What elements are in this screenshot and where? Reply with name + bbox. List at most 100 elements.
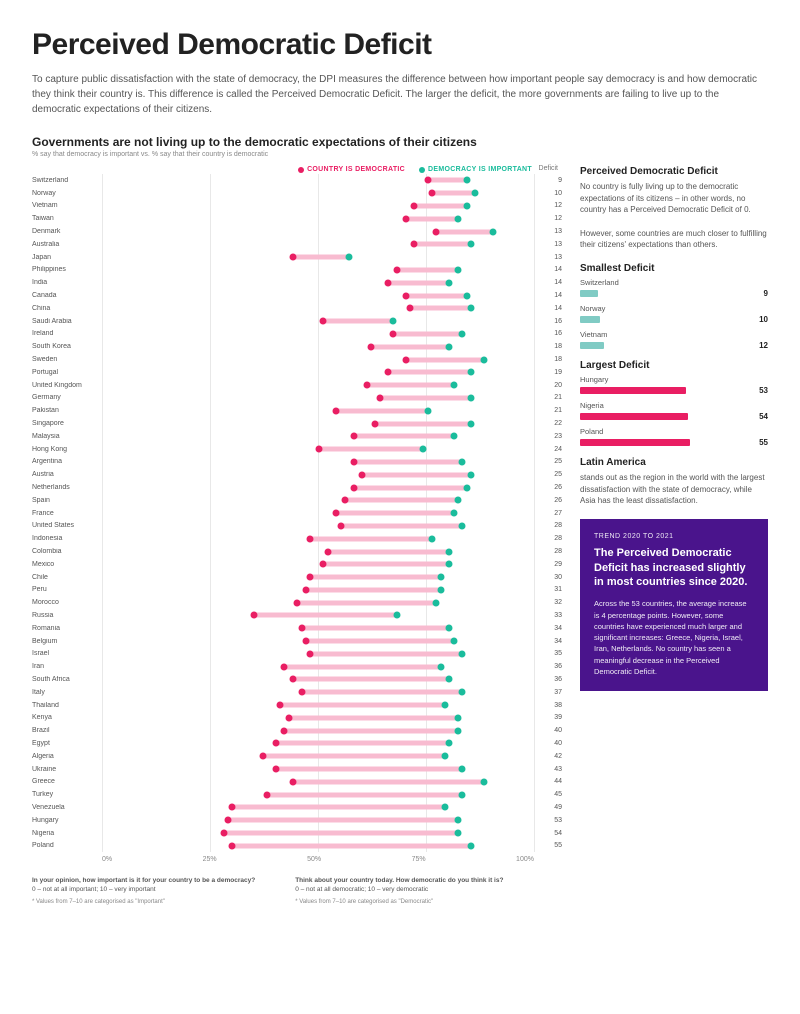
mini-value: 9 bbox=[764, 289, 768, 298]
dot-democratic bbox=[289, 676, 296, 683]
chart-row: Switzerland9 bbox=[32, 174, 562, 187]
row-track bbox=[102, 827, 536, 840]
chart-row: Hungary53 bbox=[32, 814, 562, 827]
country-label: Mexico bbox=[32, 561, 102, 568]
dot-important bbox=[394, 612, 401, 619]
dot-important bbox=[420, 446, 427, 453]
deficit-value: 31 bbox=[538, 586, 562, 593]
connector-bar bbox=[302, 626, 450, 631]
country-label: Portugal bbox=[32, 369, 102, 376]
deficit-value: 42 bbox=[538, 753, 562, 760]
mini-value: 53 bbox=[759, 386, 768, 395]
chart-row: South Korea18 bbox=[32, 340, 562, 353]
country-label: Denmark bbox=[32, 228, 102, 235]
dot-democratic bbox=[259, 753, 266, 760]
row-track bbox=[102, 507, 536, 520]
country-label: Germany bbox=[32, 394, 102, 401]
mini-label: Vietnam bbox=[580, 330, 768, 339]
dot-important bbox=[450, 638, 457, 645]
dot-important bbox=[433, 599, 440, 606]
chart-row: Argentina25 bbox=[32, 456, 562, 469]
row-track bbox=[102, 788, 536, 801]
connector-bar bbox=[228, 818, 458, 823]
dot-important bbox=[450, 433, 457, 440]
country-label: Philippines bbox=[32, 266, 102, 273]
dot-important bbox=[454, 266, 461, 273]
chart-row: Australia13 bbox=[32, 238, 562, 251]
dot-important bbox=[441, 804, 448, 811]
deficit-value: 19 bbox=[538, 369, 562, 376]
connector-bar bbox=[397, 267, 458, 272]
dot-democratic bbox=[281, 727, 288, 734]
deficit-value: 33 bbox=[538, 612, 562, 619]
dot-important bbox=[454, 497, 461, 504]
footer-q1-scale: 0 – not at all important; 10 – very impo… bbox=[32, 886, 255, 893]
row-track bbox=[102, 340, 536, 353]
dot-democratic bbox=[428, 190, 435, 197]
deficit-value: 14 bbox=[538, 279, 562, 286]
row-track bbox=[102, 699, 536, 712]
connector-bar bbox=[306, 587, 441, 592]
x-tick-label: 25% bbox=[203, 856, 217, 863]
deficit-value: 22 bbox=[538, 420, 562, 427]
connector-bar bbox=[406, 293, 467, 298]
chart-row: Austria25 bbox=[32, 468, 562, 481]
country-label: Colombia bbox=[32, 548, 102, 555]
row-track bbox=[102, 200, 536, 213]
chart-row: Sweden18 bbox=[32, 353, 562, 366]
row-track bbox=[102, 302, 536, 315]
dot-democratic bbox=[263, 791, 270, 798]
chart-row: Spain26 bbox=[32, 494, 562, 507]
row-track bbox=[102, 647, 536, 660]
country-label: United Kingdom bbox=[32, 382, 102, 389]
mini-row: Vietnam12 bbox=[580, 330, 768, 350]
country-label: Taiwan bbox=[32, 215, 102, 222]
dot-democratic bbox=[307, 535, 314, 542]
chart-row: Algeria42 bbox=[32, 750, 562, 763]
side-h3: Largest Deficit bbox=[580, 360, 768, 371]
row-track bbox=[102, 353, 536, 366]
mini-label: Hungary bbox=[580, 375, 768, 384]
side-p4: stands out as the region in the world wi… bbox=[580, 472, 768, 507]
chart-row: Ireland16 bbox=[32, 328, 562, 341]
dot-democratic bbox=[298, 689, 305, 696]
country-label: China bbox=[32, 305, 102, 312]
mini-bar bbox=[580, 290, 598, 297]
deficit-value: 10 bbox=[538, 190, 562, 197]
deficit-value: 30 bbox=[538, 574, 562, 581]
legend-label-left: COUNTRY IS DEMOCRATIC bbox=[307, 166, 405, 173]
chart-row: Thailand38 bbox=[32, 699, 562, 712]
chart-footer: In your opinion, how important is it for… bbox=[32, 877, 562, 905]
row-track bbox=[102, 622, 536, 635]
connector-bar bbox=[354, 459, 463, 464]
connector-bar bbox=[293, 255, 349, 260]
deficit-value: 26 bbox=[538, 497, 562, 504]
deficit-value: 44 bbox=[538, 778, 562, 785]
dot-important bbox=[437, 586, 444, 593]
dot-important bbox=[446, 279, 453, 286]
country-label: Iran bbox=[32, 663, 102, 670]
chart-row: Chile30 bbox=[32, 571, 562, 584]
row-track bbox=[102, 839, 536, 852]
dot-important bbox=[467, 394, 474, 401]
chart-row: Nigeria54 bbox=[32, 827, 562, 840]
side-h2: Smallest Deficit bbox=[580, 263, 768, 274]
dot-democratic bbox=[385, 279, 392, 286]
deficit-value: 12 bbox=[538, 215, 562, 222]
chart-rows: Switzerland9Norway10Vietnam12Taiwan12Den… bbox=[32, 174, 562, 852]
x-tick-label: 0% bbox=[102, 856, 112, 863]
footer-q2: Think about your country today. How demo… bbox=[295, 877, 503, 884]
mini-row: Switzerland9 bbox=[580, 278, 768, 298]
row-track bbox=[102, 711, 536, 724]
chart-row: Kenya39 bbox=[32, 711, 562, 724]
country-label: Singapore bbox=[32, 420, 102, 427]
row-track bbox=[102, 775, 536, 788]
deficit-value: 14 bbox=[538, 266, 562, 273]
connector-bar bbox=[341, 523, 463, 528]
chart-row: Greece44 bbox=[32, 775, 562, 788]
connector-bar bbox=[328, 549, 450, 554]
dot-important bbox=[428, 535, 435, 542]
dot-democratic bbox=[272, 740, 279, 747]
dot-important bbox=[459, 522, 466, 529]
dot-democratic bbox=[272, 766, 279, 773]
